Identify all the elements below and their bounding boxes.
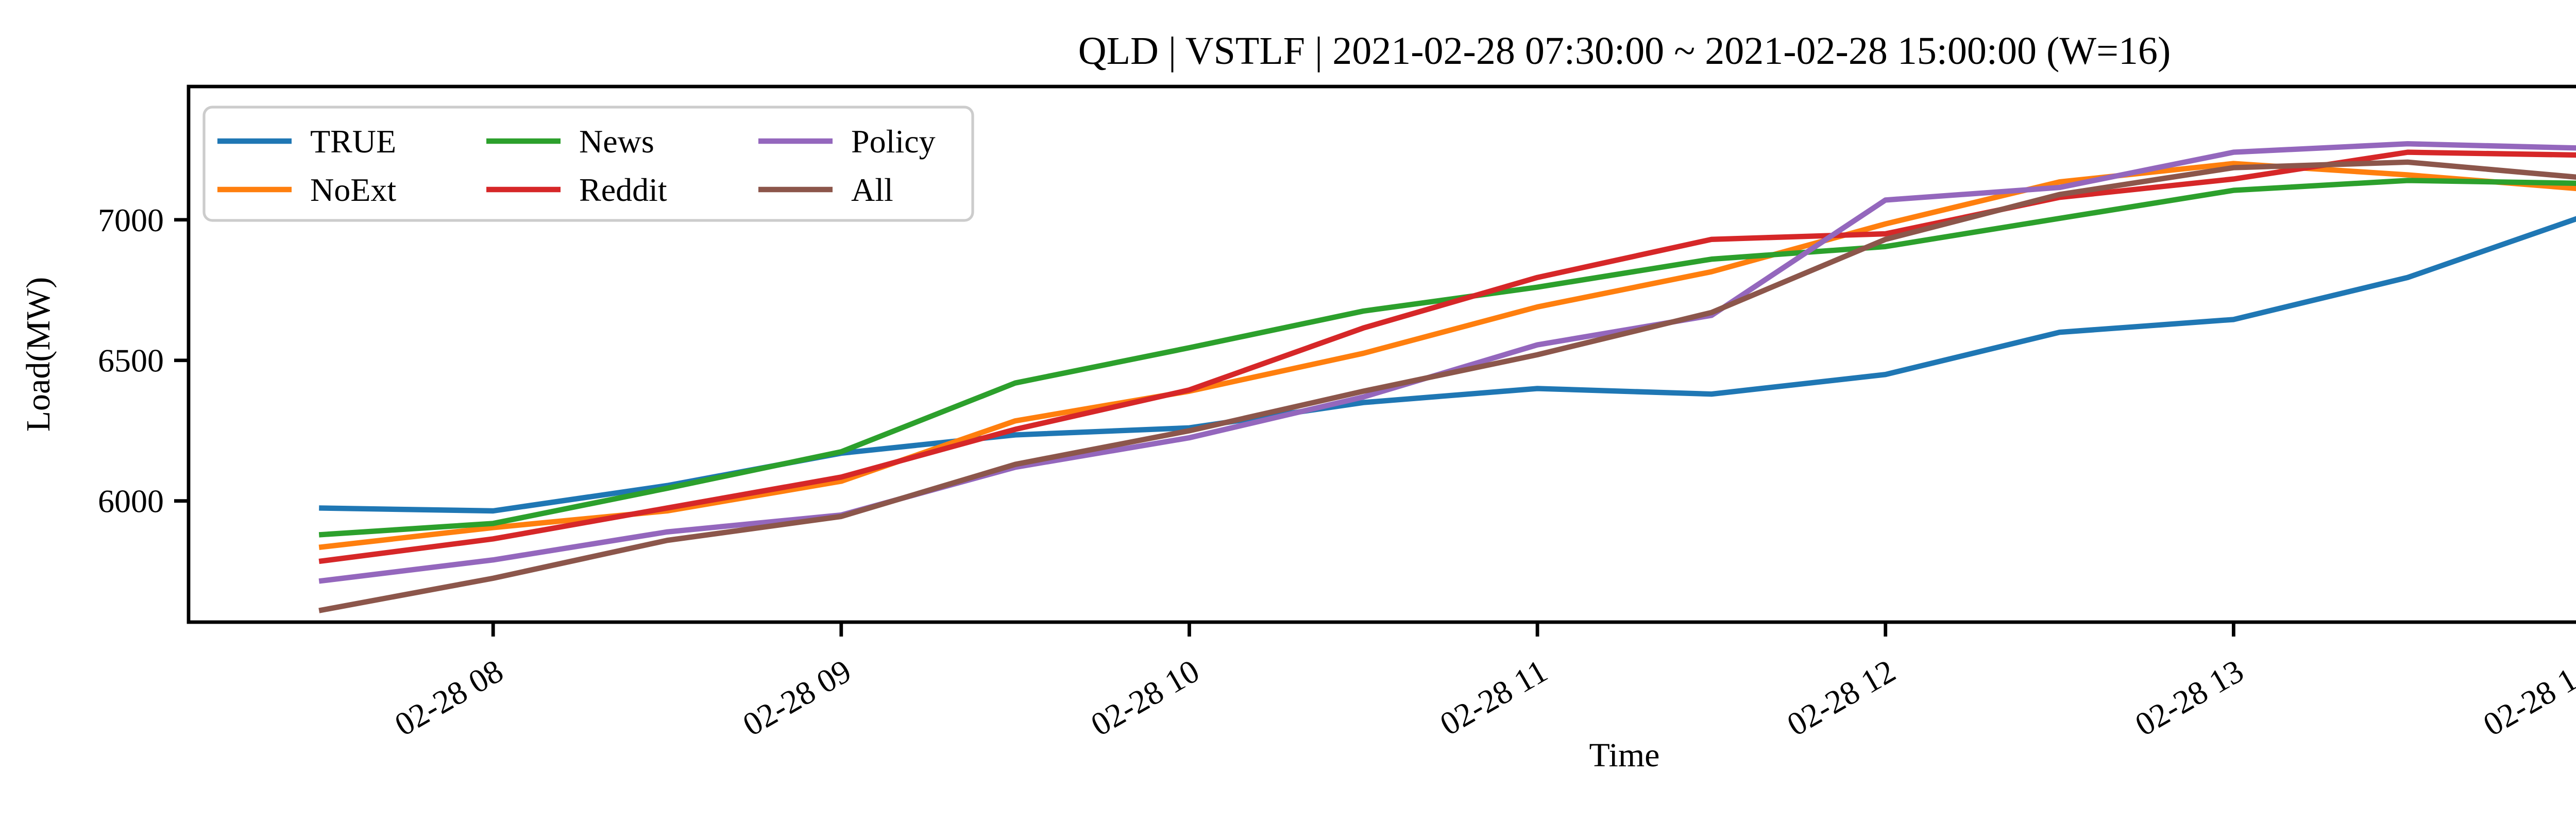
y-tick-label: 6500 bbox=[98, 342, 164, 379]
x-tick-label: 02-28 14 bbox=[2477, 653, 2576, 743]
legend-label-Policy: Policy bbox=[851, 123, 936, 160]
axes-border bbox=[187, 84, 2576, 624]
chart-line-All bbox=[318, 159, 2576, 613]
legend-label-News: News bbox=[579, 123, 654, 160]
chart-title: QLD | VSTLF | 2021-02-28 07:30:00 ~ 2021… bbox=[1078, 29, 2171, 73]
x-tick-label: 02-28 13 bbox=[2129, 653, 2249, 743]
legend-label-Reddit: Reddit bbox=[579, 171, 667, 208]
y-tick-label: 7000 bbox=[98, 202, 164, 238]
chart-line-News bbox=[318, 178, 2576, 538]
chart-line-Policy bbox=[318, 141, 2576, 584]
x-tick-label: 02-28 11 bbox=[1434, 653, 1553, 743]
legend-label-All: All bbox=[851, 171, 893, 208]
chart-line-Reddit bbox=[318, 149, 2576, 564]
x-tick-label: 02-28 08 bbox=[388, 653, 509, 743]
x-tick-label: 02-28 09 bbox=[737, 653, 857, 743]
legend-label-NoExt: NoExt bbox=[310, 171, 396, 208]
x-tick-label: 02-28 12 bbox=[1781, 653, 1902, 743]
x-tick-label: 02-28 10 bbox=[1084, 653, 1205, 743]
y-tick-label: 6000 bbox=[98, 483, 164, 520]
y-axis-label: Load(MW) bbox=[20, 277, 57, 432]
legend-label-TRUE: TRUE bbox=[310, 123, 396, 160]
x-axis-label: Time bbox=[1589, 736, 1660, 774]
